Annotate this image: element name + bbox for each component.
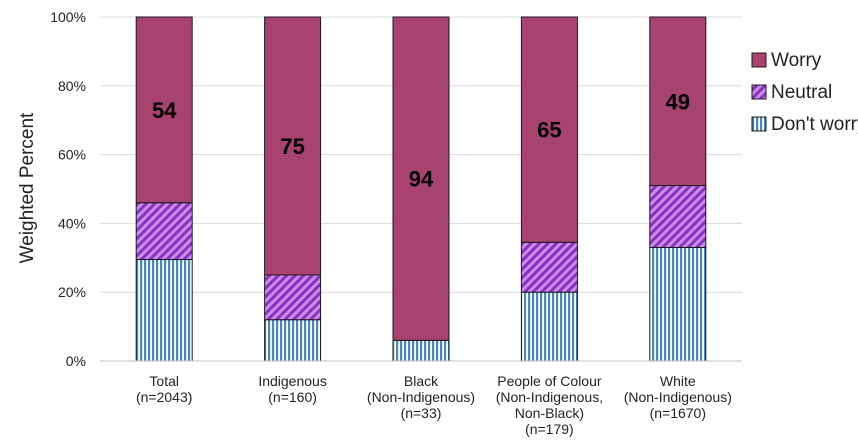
bar-segment-neutral [520,241,578,293]
bar-segment-don-t-worry [264,319,322,362]
legend-swatch [751,84,767,100]
bar-segment-neutral [135,202,193,261]
axes: 0% 20% 40% 60% 80% 100% Total (n=2043) Indigenou… [50,9,742,437]
y-axis-title: Weighted Percent [17,112,38,263]
y-tick-label: 80% [58,78,86,94]
x-category-label: White (Non-Indigenous) (n=1670) [624,373,732,421]
bar-segment-worry [520,16,578,243]
bar-segment-worry [264,16,322,276]
y-tick-label: 40% [58,215,86,231]
data-label: 49 [666,89,690,114]
legend-swatch [751,52,767,68]
legend-label: Worry [771,50,822,71]
legend-label: Neutral [771,82,832,103]
x-category-label: Total (n=2043) [136,373,192,405]
bar-segment-neutral [264,274,322,321]
bars [135,16,707,362]
bar-segment-worry [649,16,707,187]
bar-segment-don-t-worry [520,291,578,362]
bar-segment-don-t-worry [135,259,193,362]
bar-segment-worry [392,16,450,341]
bar-segment-neutral [649,185,707,248]
x-category-label: Indigenous (n=160) [258,373,327,405]
bar-segment-don-t-worry [649,246,707,362]
data-label: 54 [152,98,177,123]
legend: Worry Neutral Don't worry [751,50,858,135]
y-tick-label: 60% [58,147,86,163]
y-tick-label: 20% [58,284,86,300]
x-category-label: Black (Non-Indigenous) (n=33) [367,373,475,421]
legend-swatch [751,116,767,132]
data-label: 75 [280,134,304,159]
legend-label: Don't worry [771,114,858,135]
y-tick-label: 0% [66,353,86,369]
data-label: 94 [409,167,434,192]
data-labels: 54 75 94 65 49 [152,89,690,191]
x-category-label: People of Colour (Non-Indigenous, Non-Blac… [496,373,603,437]
bar-segment-don-t-worry [392,339,450,362]
y-tick-label: 100% [50,9,86,25]
bar-segment-worry [135,16,193,204]
data-label: 65 [537,118,561,143]
